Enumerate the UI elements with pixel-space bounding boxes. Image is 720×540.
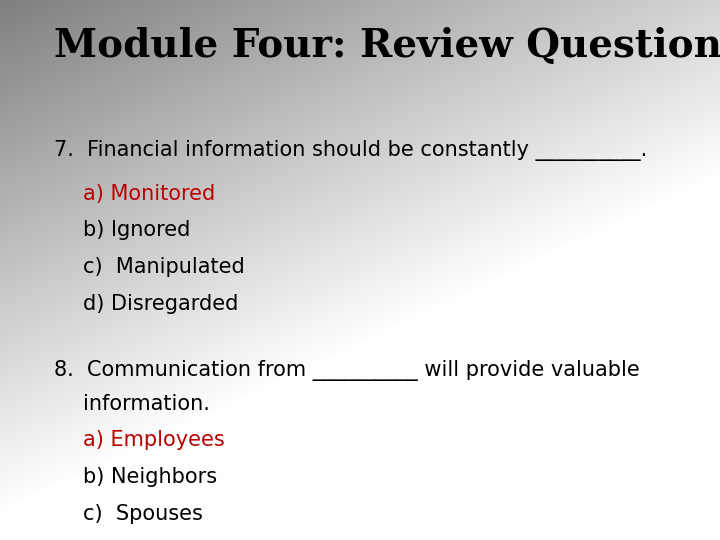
Text: Module Four: Review Questions: Module Four: Review Questions xyxy=(54,27,720,65)
Text: b) Neighbors: b) Neighbors xyxy=(83,467,217,487)
Text: b) Ignored: b) Ignored xyxy=(83,220,190,240)
Text: information.: information. xyxy=(83,394,210,414)
Text: c)  Manipulated: c) Manipulated xyxy=(83,257,245,277)
Text: a) Monitored: a) Monitored xyxy=(83,184,215,204)
Text: c)  Spouses: c) Spouses xyxy=(83,504,202,524)
Text: 7.  Financial information should be constantly __________.: 7. Financial information should be const… xyxy=(54,140,647,161)
Text: d) Disregarded: d) Disregarded xyxy=(83,294,238,314)
Text: 8.  Communication from __________ will provide valuable: 8. Communication from __________ will pr… xyxy=(54,360,640,381)
Text: a) Employees: a) Employees xyxy=(83,430,225,450)
